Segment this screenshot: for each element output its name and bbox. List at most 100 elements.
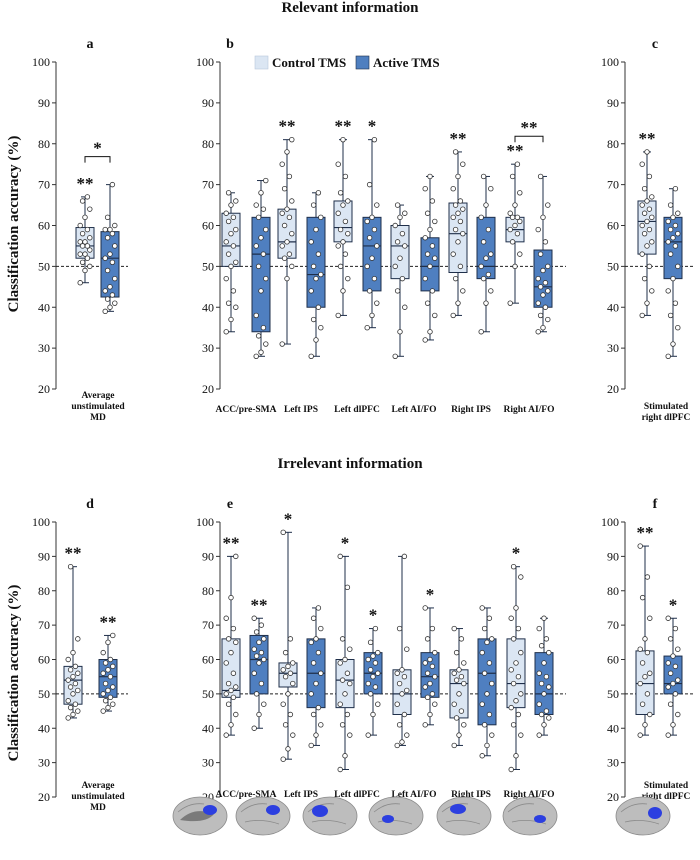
data-point xyxy=(675,263,681,270)
data-point xyxy=(280,701,286,707)
data-point xyxy=(484,691,490,697)
panel-letter: d xyxy=(86,497,94,512)
data-point xyxy=(65,698,71,704)
y-tick-label: 50 xyxy=(607,259,619,273)
data-point xyxy=(452,275,459,282)
data-point xyxy=(508,615,514,621)
data-point xyxy=(637,680,643,687)
category-label: ACC/pre-SMA xyxy=(215,790,276,800)
data-point xyxy=(279,210,285,216)
y-tick-label: 80 xyxy=(607,584,619,598)
data-point xyxy=(233,684,239,690)
data-point xyxy=(394,701,400,707)
data-point xyxy=(513,753,519,759)
y-tick-label: 60 xyxy=(607,653,619,667)
data-point xyxy=(315,704,322,711)
data-point xyxy=(484,639,490,646)
data-point xyxy=(450,186,456,192)
data-point xyxy=(335,210,341,216)
data-point xyxy=(112,300,118,306)
data-point xyxy=(536,670,542,676)
data-point xyxy=(109,292,116,298)
data-point xyxy=(675,646,681,652)
data-point xyxy=(105,667,111,673)
data-point xyxy=(313,636,319,642)
legend-label-active: Active TMS xyxy=(373,55,440,70)
brain-right-ips-icon xyxy=(436,796,492,836)
y-tick-label: 30 xyxy=(202,341,214,355)
y-axis-label-top: Classification accuracy (%) xyxy=(6,136,22,313)
data-point xyxy=(279,161,285,167)
category-label: Right AI/FO xyxy=(504,790,555,800)
data-point xyxy=(366,288,373,294)
y-tick-label: 30 xyxy=(38,756,50,770)
data-point xyxy=(337,226,344,233)
data-point xyxy=(228,722,234,728)
data-point xyxy=(308,288,314,294)
data-point xyxy=(370,711,376,718)
data-point xyxy=(644,198,650,204)
data-point xyxy=(281,186,288,192)
bracket-mark: * xyxy=(93,139,102,158)
data-point xyxy=(79,230,86,237)
charts: a2030405060708090100***Averageunstimulat… xyxy=(32,37,695,813)
data-point xyxy=(70,649,76,656)
y-tick-label: 50 xyxy=(38,259,50,273)
data-point xyxy=(649,194,655,200)
y-tick-label: 20 xyxy=(202,382,214,396)
data-point xyxy=(339,722,346,728)
category-label-line: right dlPFC xyxy=(642,413,691,423)
data-point xyxy=(289,230,295,237)
data-point xyxy=(233,639,239,646)
y-tick-label: 100 xyxy=(601,55,619,69)
data-point xyxy=(256,639,262,646)
y-tick-label: 60 xyxy=(607,219,619,233)
data-point xyxy=(509,239,516,245)
data-point xyxy=(105,687,111,694)
significance-mark: ** xyxy=(639,129,656,148)
data-point xyxy=(432,673,438,680)
data-point xyxy=(223,615,229,621)
y-tick-label: 70 xyxy=(202,618,214,632)
data-point xyxy=(77,222,83,229)
data-point xyxy=(392,263,398,270)
data-point xyxy=(649,239,655,245)
data-point xyxy=(255,214,262,221)
data-point xyxy=(315,304,322,310)
data-point xyxy=(67,704,74,711)
data-point xyxy=(675,677,681,683)
y-tick-label: 50 xyxy=(38,687,50,701)
data-point xyxy=(644,691,651,697)
data-point xyxy=(261,701,267,707)
data-point xyxy=(488,251,494,257)
data-point xyxy=(82,267,88,274)
data-point xyxy=(667,636,674,642)
y-tick-label: 70 xyxy=(38,618,50,632)
data-point xyxy=(396,722,403,728)
data-point xyxy=(455,210,461,216)
category-label: Left IPS xyxy=(284,405,318,415)
y-tick-label: 70 xyxy=(38,178,50,192)
data-point xyxy=(228,316,234,323)
data-point xyxy=(461,722,467,728)
data-point xyxy=(508,766,514,773)
box-control xyxy=(635,543,655,738)
data-point xyxy=(366,235,373,241)
data-point xyxy=(542,239,549,245)
data-point xyxy=(285,691,291,697)
data-point xyxy=(489,680,495,687)
data-point xyxy=(109,181,116,188)
data-point xyxy=(79,259,86,265)
data-point xyxy=(458,673,465,680)
box-active xyxy=(251,177,271,359)
data-point xyxy=(313,732,319,738)
data-point xyxy=(253,653,260,659)
data-point xyxy=(318,214,324,221)
y-tick-label: 70 xyxy=(607,178,619,192)
data-point xyxy=(372,684,379,690)
data-point xyxy=(453,677,460,683)
data-point xyxy=(510,680,517,687)
y-tick-label: 90 xyxy=(607,549,619,563)
significance-mark: ** xyxy=(637,523,654,542)
data-point xyxy=(397,329,403,335)
